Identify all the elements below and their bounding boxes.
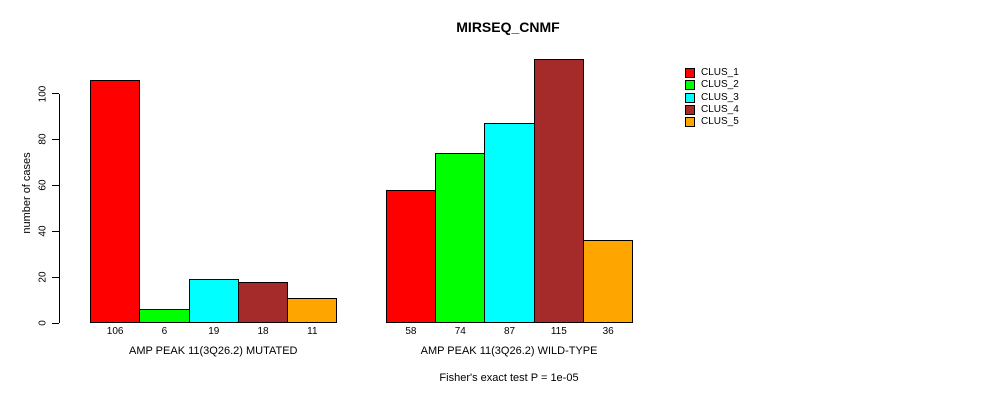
- bar-clus_4: [237, 281, 289, 323]
- legend-swatch-clus_2: [685, 80, 695, 91]
- category-label: AMP PEAK 11(3Q26.2) WILD-TYPE: [420, 345, 598, 357]
- bar-clus_5: [287, 297, 338, 323]
- bar-clus_1: [90, 79, 141, 323]
- bar-value-label: 115: [550, 326, 567, 337]
- legend-swatch-clus_1: [685, 68, 695, 78]
- legend-label-clus_3: CLUS_3: [701, 91, 739, 103]
- y-axis-tick: [52, 138, 59, 140]
- bar-clus_5: [583, 240, 634, 323]
- y-axis-tick: [52, 230, 59, 232]
- y-axis-line: [59, 93, 60, 323]
- y-axis-tick: [52, 276, 59, 278]
- bar-value-label: 6: [161, 326, 168, 337]
- chart-title: MIRSEQ_CNMF: [456, 19, 560, 35]
- y-tick-label: 40: [37, 225, 49, 237]
- y-axis-tick: [52, 322, 59, 324]
- y-axis-tick: [52, 93, 59, 94]
- bar-clus_2: [139, 309, 190, 323]
- bar-clus_2: [435, 153, 486, 323]
- bar-clus_4: [533, 59, 584, 323]
- bar-value-label: 74: [454, 326, 466, 337]
- bar-clus_1: [385, 189, 437, 323]
- category-label: AMP PEAK 11(3Q26.2) MUTATED: [128, 345, 298, 357]
- y-tick-label: 60: [37, 179, 49, 191]
- y-tick-label: 0: [37, 320, 49, 326]
- legend-swatch-clus_5: [685, 117, 695, 128]
- bar-value-label: 18: [257, 326, 269, 337]
- bar-clus_3: [188, 279, 239, 323]
- y-tick-label: 100: [37, 85, 49, 102]
- bar-value-label: 19: [208, 326, 220, 337]
- y-axis-tick: [52, 184, 59, 186]
- y-axis-label: number of cases: [21, 152, 33, 234]
- legend-swatch-clus_4: [685, 105, 695, 116]
- bar-value-label: 58: [405, 326, 417, 337]
- legend-swatch-clus_3: [685, 92, 695, 103]
- legend-label-clus_5: CLUS_5: [701, 116, 739, 128]
- y-tick-label: 80: [37, 133, 49, 145]
- y-tick-label: 20: [37, 271, 49, 283]
- bar-value-label: 87: [503, 326, 516, 337]
- annotation-text: Fisher's exact test P = 1e-05: [439, 372, 579, 384]
- bar-clus_3: [484, 123, 535, 323]
- legend-label-clus_4: CLUS_4: [701, 104, 739, 116]
- bar-value-label: 36: [602, 326, 614, 337]
- bar-value-label: 11: [307, 326, 318, 337]
- bar-value-label: 106: [106, 326, 124, 337]
- legend-label-clus_1: CLUS_1: [701, 67, 739, 78]
- legend-label-clus_2: CLUS_2: [701, 79, 739, 91]
